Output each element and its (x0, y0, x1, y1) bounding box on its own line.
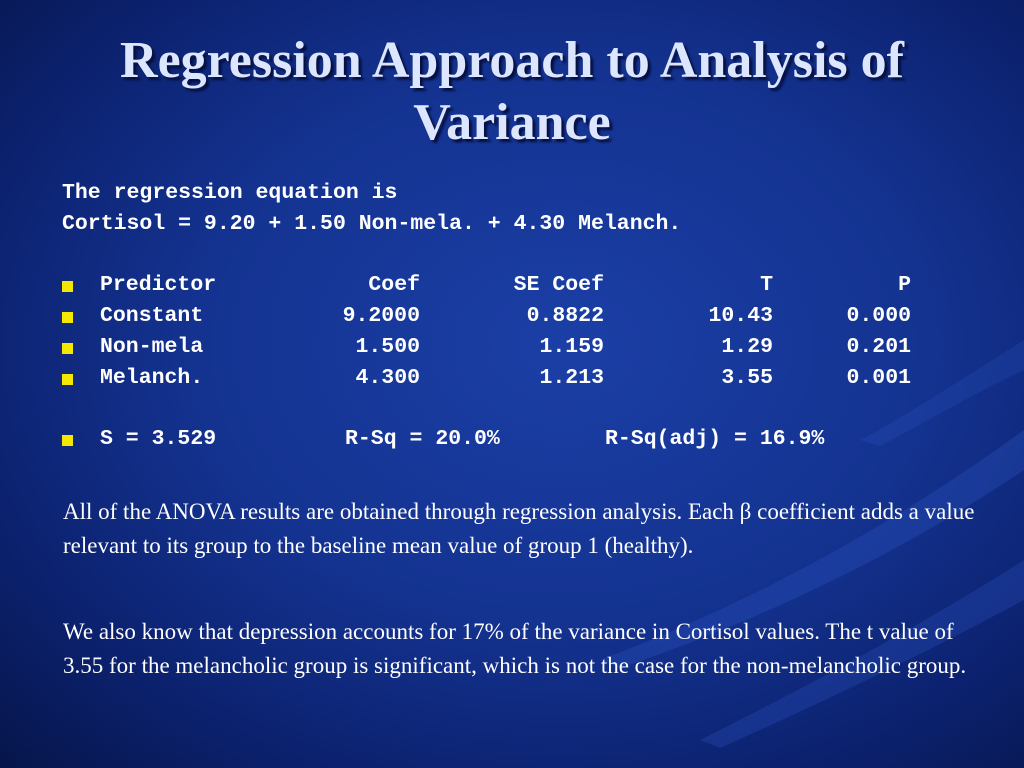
cell-predictor: Non-mela (100, 335, 204, 359)
header-t: T (760, 273, 773, 297)
bullet-icon (62, 343, 73, 354)
explanation-paragraph-1: All of the ANOVA results are obtained th… (63, 499, 975, 558)
header-p: P (898, 273, 911, 297)
cell-p: 0.201 (846, 335, 911, 359)
cell-t: 1.29 (721, 335, 773, 359)
stat-s: S = 3.529 (100, 427, 217, 451)
cell-p: 0.001 (846, 366, 911, 390)
equation-intro: The regression equation is (62, 181, 398, 205)
explanation-paragraph-2: We also know that depression accounts fo… (63, 619, 967, 678)
table-header-row: Predictor Coef SE Coef T P (62, 273, 962, 303)
stat-r-sq: R-Sq = 20.0% (345, 427, 500, 451)
cell-se-coef: 0.8822 (526, 304, 604, 328)
table-row: Melanch. 4.300 1.213 3.55 0.001 (62, 366, 962, 396)
bullet-icon (62, 374, 73, 385)
cell-predictor: Constant (100, 304, 204, 328)
table-row: Constant 9.2000 0.8822 10.43 0.000 (62, 304, 962, 334)
cell-coef: 1.500 (355, 335, 420, 359)
bullet-icon (62, 312, 73, 323)
header-se-coef: SE Coef (513, 273, 604, 297)
cell-se-coef: 1.213 (539, 366, 604, 390)
regression-equation: Cortisol = 9.20 + 1.50 Non-mela. + 4.30 … (62, 212, 682, 236)
cell-t: 3.55 (721, 366, 773, 390)
cell-t: 10.43 (708, 304, 773, 328)
cell-predictor: Melanch. (100, 366, 204, 390)
bullet-icon (62, 435, 73, 446)
model-stats-row: S = 3.529 R-Sq = 20.0% R-Sq(adj) = 16.9% (62, 427, 962, 457)
cell-p: 0.000 (846, 304, 911, 328)
table-row: Non-mela 1.500 1.159 1.29 0.201 (62, 335, 962, 365)
stat-r-sq-adj: R-Sq(adj) = 16.9% (605, 427, 825, 451)
bullet-icon (62, 281, 73, 292)
header-coef: Coef (368, 273, 420, 297)
header-predictor: Predictor (100, 273, 217, 297)
cell-coef: 9.2000 (342, 304, 420, 328)
cell-se-coef: 1.159 (539, 335, 604, 359)
cell-coef: 4.300 (355, 366, 420, 390)
slide-title: Regression Approach to Analysis of Varia… (120, 32, 904, 151)
